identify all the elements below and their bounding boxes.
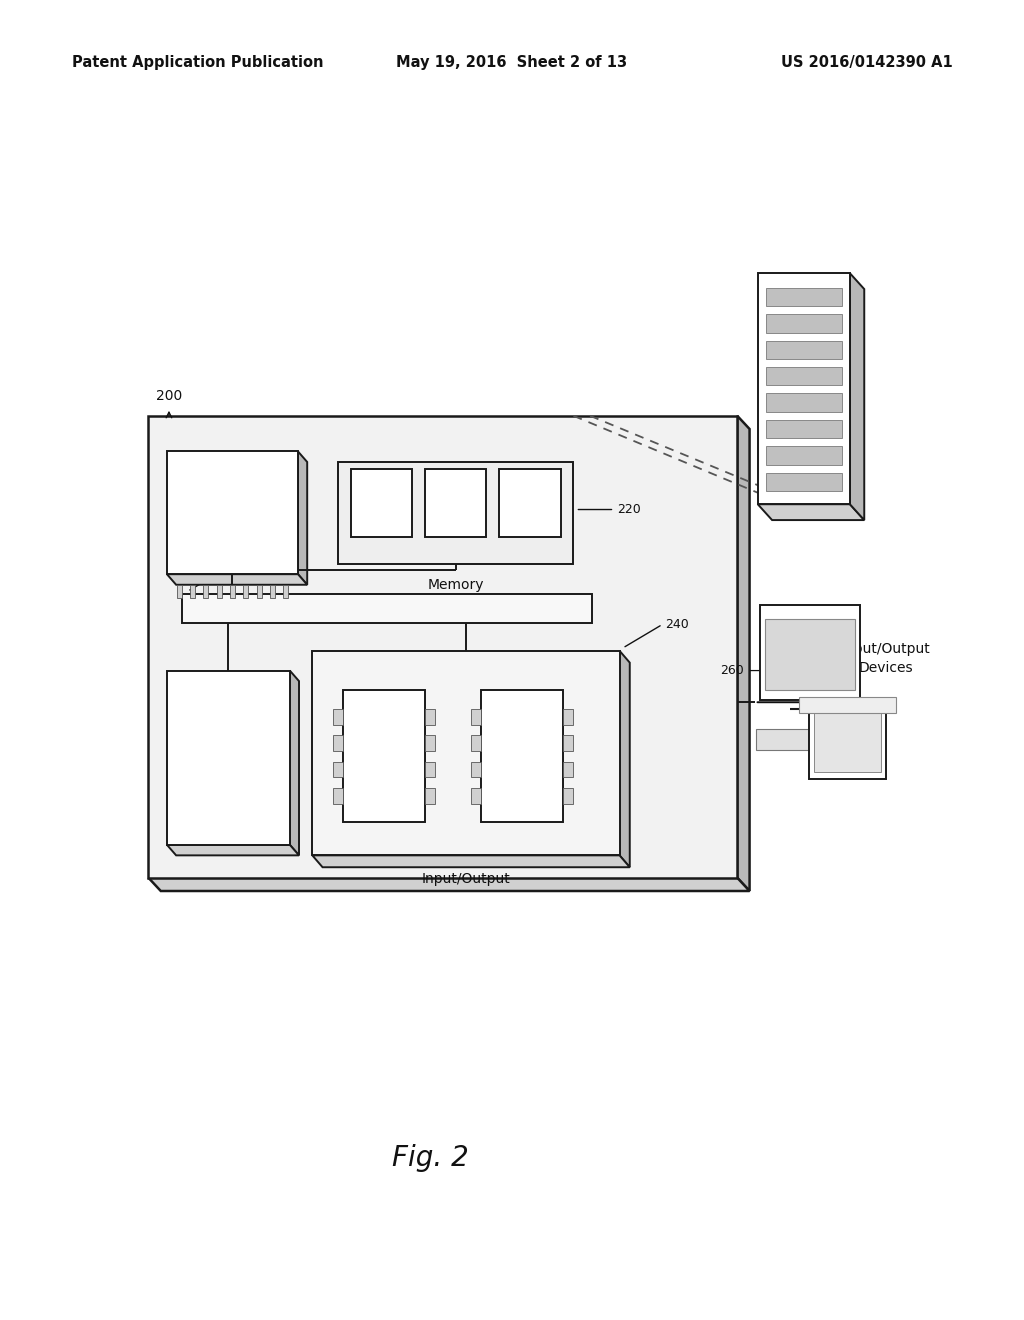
Bar <box>756 729 843 750</box>
Text: 240: 240 <box>666 618 689 631</box>
Bar <box>766 393 842 412</box>
Bar <box>500 469 561 537</box>
Bar <box>333 735 343 751</box>
Bar <box>766 420 842 438</box>
Bar <box>563 762 573 777</box>
Bar <box>758 273 850 504</box>
Text: Storage: Storage <box>201 719 256 734</box>
Text: 220: 220 <box>617 503 641 516</box>
Text: US 2016/0142390 A1: US 2016/0142390 A1 <box>780 54 952 70</box>
Bar <box>765 619 855 690</box>
Bar <box>167 671 290 845</box>
Bar <box>766 367 842 385</box>
Bar <box>203 585 209 598</box>
Bar <box>766 341 842 359</box>
Bar <box>230 585 236 598</box>
Bar <box>471 762 481 777</box>
Bar <box>425 735 435 751</box>
Bar <box>760 605 860 700</box>
Polygon shape <box>290 671 299 855</box>
Bar <box>766 473 842 491</box>
Text: 260: 260 <box>720 664 743 677</box>
Text: Processor: Processor <box>199 487 266 502</box>
Bar <box>766 288 842 306</box>
Bar <box>471 735 481 751</box>
Text: Memory: Memory <box>427 578 484 591</box>
Bar <box>481 690 563 822</box>
Text: Fig. 2: Fig. 2 <box>392 1143 468 1172</box>
Bar <box>563 788 573 804</box>
Text: 210: 210 <box>220 537 245 550</box>
Bar <box>270 585 274 598</box>
Polygon shape <box>620 651 630 867</box>
Text: 230: 230 <box>216 804 241 817</box>
Bar <box>425 469 486 537</box>
Bar <box>350 469 412 537</box>
Bar <box>799 697 896 713</box>
Bar <box>283 585 289 598</box>
Bar <box>148 416 737 878</box>
Polygon shape <box>167 845 299 855</box>
Text: Patent Application Publication: Patent Application Publication <box>72 54 324 70</box>
Bar <box>244 585 249 598</box>
Polygon shape <box>737 416 750 891</box>
Bar <box>766 446 842 465</box>
Bar <box>471 788 481 804</box>
Bar <box>177 585 182 598</box>
Bar <box>814 713 881 772</box>
Bar <box>333 788 343 804</box>
Bar <box>256 585 262 598</box>
Text: May 19, 2016  Sheet 2 of 13: May 19, 2016 Sheet 2 of 13 <box>396 54 628 70</box>
Bar <box>425 709 435 725</box>
Bar <box>167 451 298 574</box>
Bar <box>471 709 481 725</box>
Polygon shape <box>850 273 864 520</box>
Polygon shape <box>148 878 750 891</box>
Bar <box>343 690 425 822</box>
Bar <box>333 762 343 777</box>
Bar <box>182 594 592 623</box>
Bar <box>217 585 222 598</box>
Polygon shape <box>167 574 307 585</box>
Polygon shape <box>758 504 864 520</box>
Polygon shape <box>312 855 630 867</box>
Text: Input/Output: Input/Output <box>842 643 930 656</box>
Bar <box>425 762 435 777</box>
Text: Devices: Devices <box>858 661 913 675</box>
Bar <box>563 735 573 751</box>
Bar <box>563 709 573 725</box>
Bar <box>425 788 435 804</box>
Bar <box>333 709 343 725</box>
Bar <box>338 462 573 564</box>
Bar <box>809 700 886 779</box>
Bar <box>766 314 842 333</box>
Polygon shape <box>298 451 307 585</box>
Text: 200: 200 <box>156 389 182 403</box>
Text: Input/Output: Input/Output <box>422 873 510 886</box>
Bar <box>190 585 196 598</box>
Text: 250: 250 <box>237 558 260 572</box>
Bar <box>312 651 620 855</box>
Text: Device: Device <box>205 747 252 762</box>
